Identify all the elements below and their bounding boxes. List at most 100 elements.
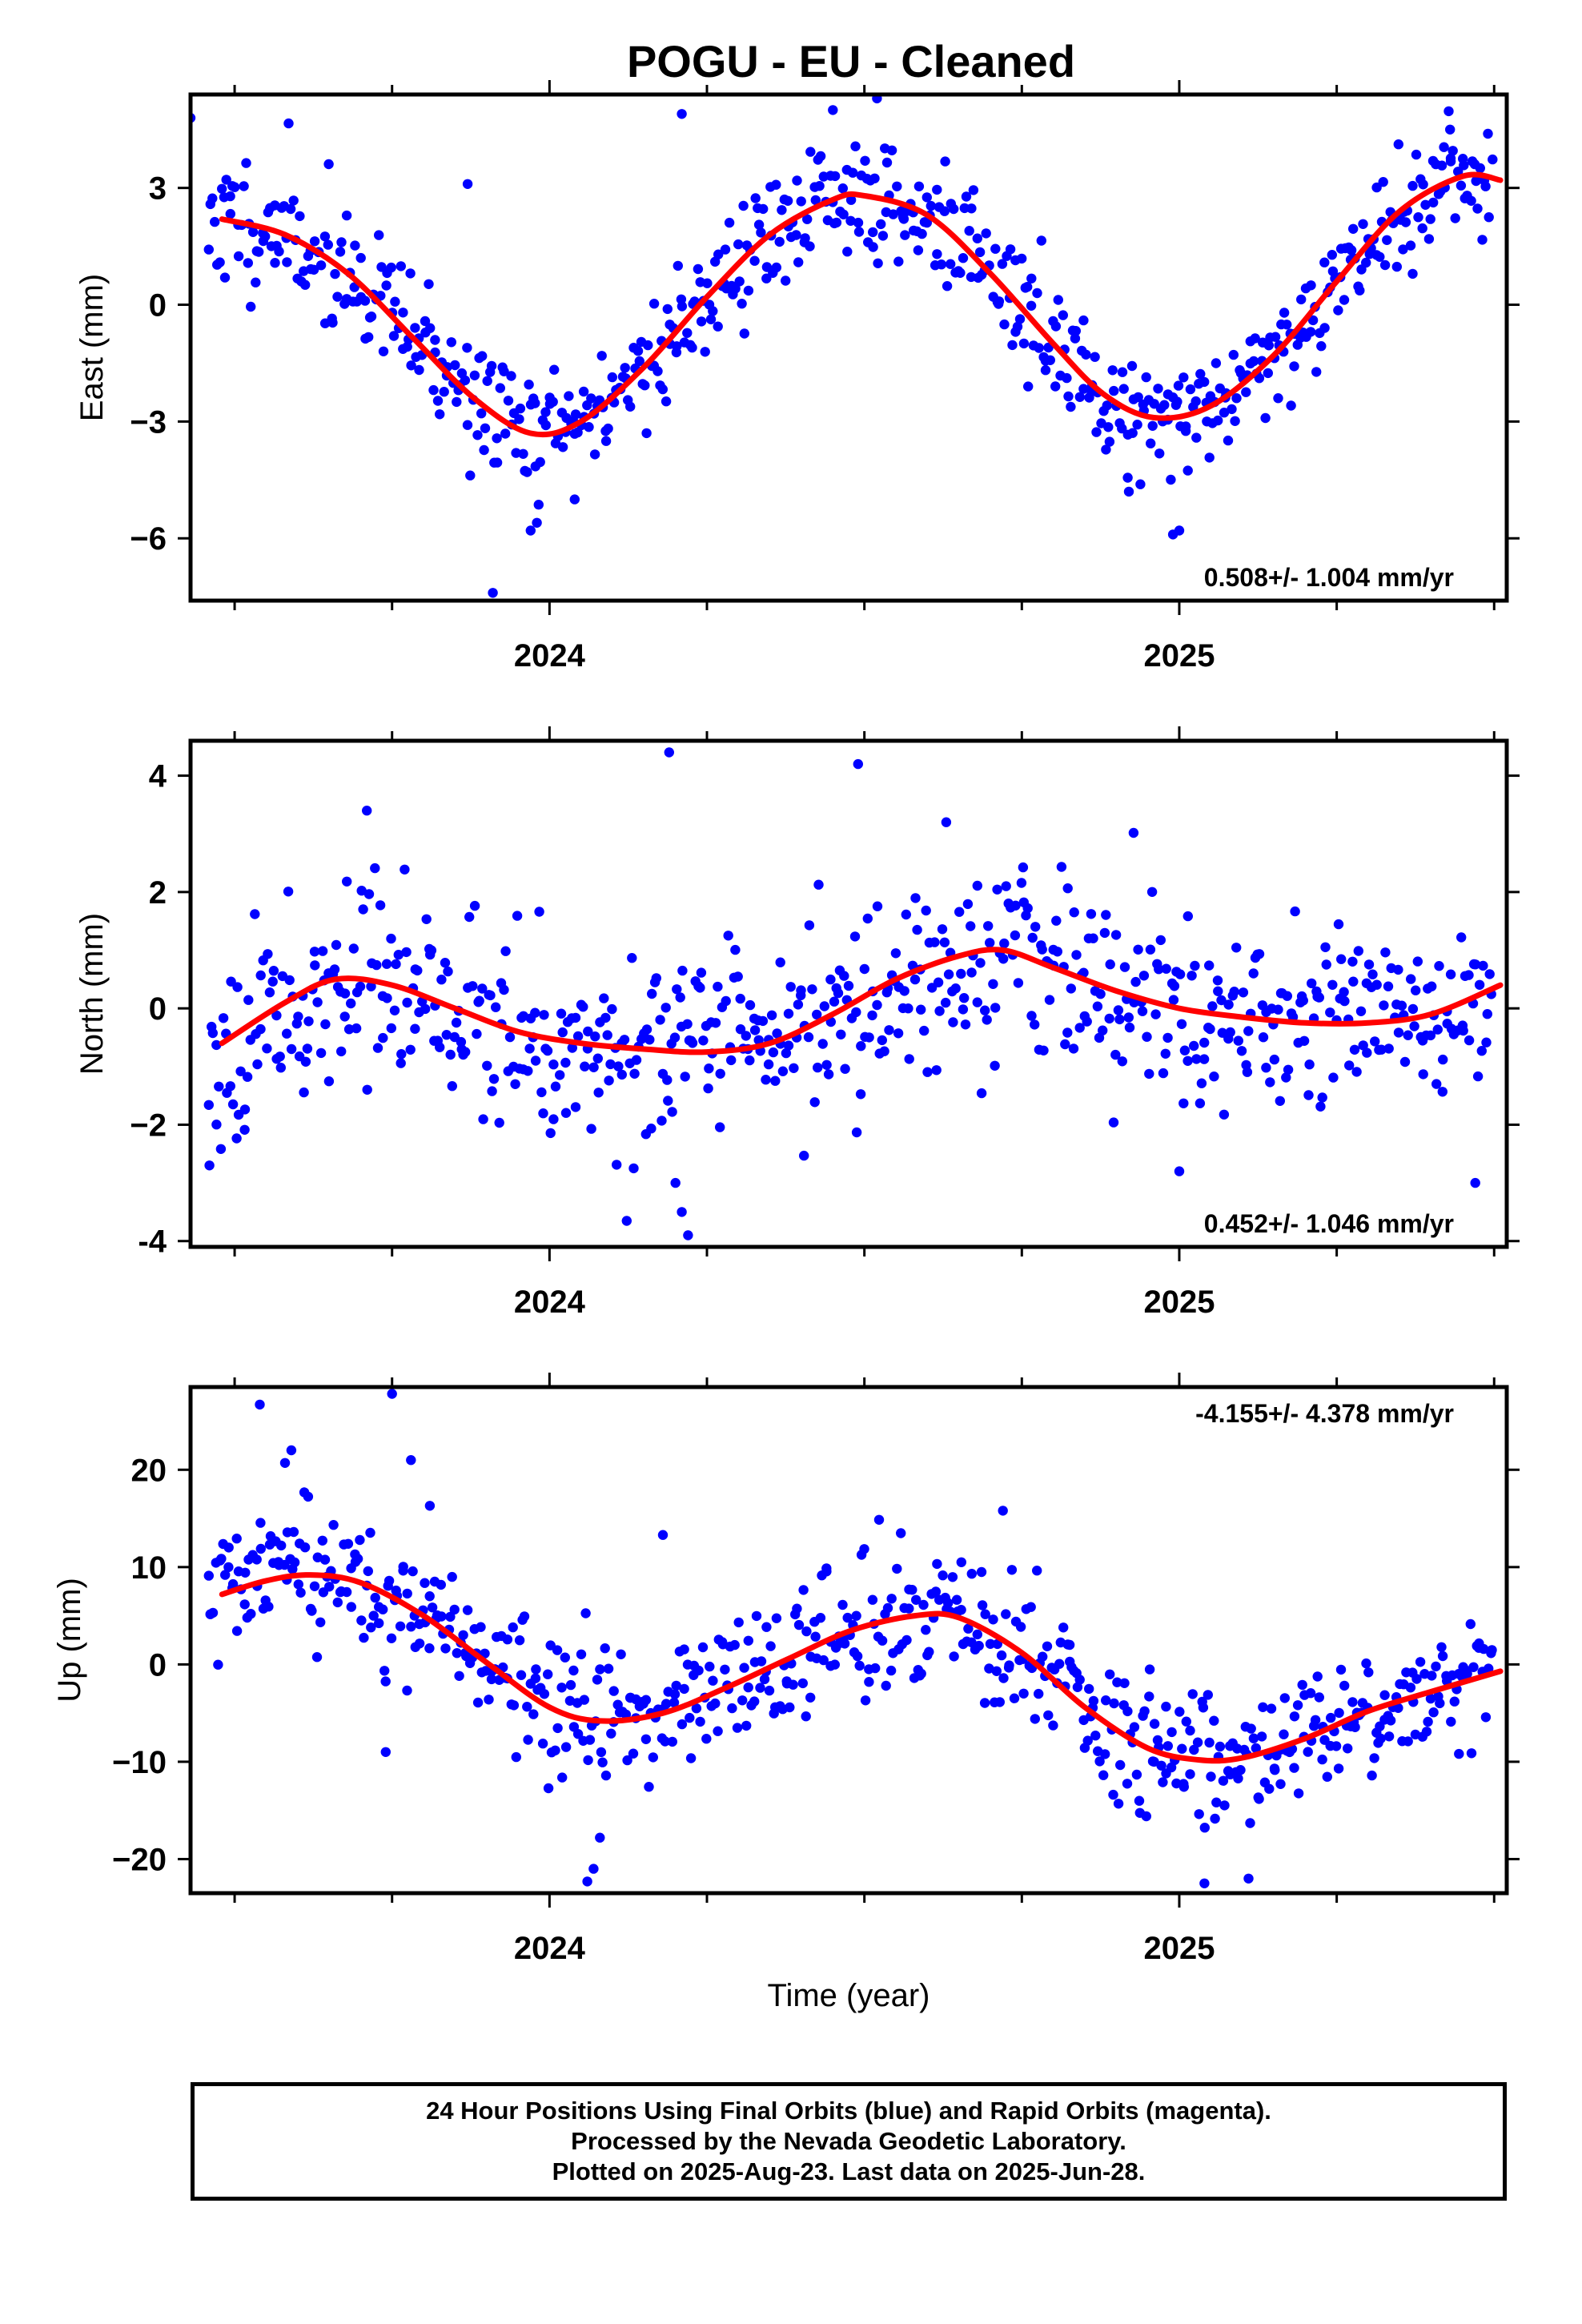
east-point [452, 396, 462, 408]
up-point [667, 1736, 677, 1747]
up-point [705, 1661, 715, 1672]
north-point [351, 1023, 362, 1034]
up-point [732, 1723, 743, 1733]
up-point [1015, 1622, 1026, 1632]
north-point [1110, 1049, 1121, 1060]
east-point [1307, 315, 1319, 326]
up-point [852, 1651, 863, 1662]
up-point [370, 1592, 380, 1603]
north-point [538, 1108, 548, 1119]
north-point [901, 909, 912, 920]
up-point [1256, 1731, 1267, 1742]
east-point [1358, 219, 1368, 229]
east-point [739, 328, 749, 339]
up-point [458, 1630, 468, 1640]
east-point [414, 364, 424, 376]
north-point [214, 1081, 224, 1092]
north-point [934, 1006, 945, 1016]
up-point [1379, 1690, 1390, 1700]
north-point [1474, 979, 1485, 991]
up-point [1199, 1823, 1211, 1833]
north-point [789, 1063, 799, 1074]
up-point [991, 1666, 1002, 1676]
north-point [239, 1104, 251, 1115]
north-point [899, 986, 909, 996]
up-point [1270, 1765, 1280, 1775]
north-point [1456, 932, 1467, 943]
north-point [829, 996, 840, 1007]
north-point [1095, 989, 1106, 999]
up-point [352, 1554, 363, 1564]
up-point [1248, 1733, 1259, 1743]
east-point [488, 588, 498, 598]
north-point [1472, 1071, 1484, 1082]
north-point [1062, 1027, 1073, 1038]
north-point [813, 1062, 823, 1073]
east-point [1204, 452, 1215, 463]
east-point [420, 316, 431, 327]
east-point [1219, 408, 1230, 418]
east-data-points [191, 94, 1498, 598]
north-point [799, 1150, 809, 1161]
north-point [239, 1124, 250, 1136]
north-point [1399, 1056, 1411, 1068]
up-point [519, 1611, 530, 1622]
up-point [1468, 1662, 1479, 1672]
north-point [293, 1011, 303, 1022]
north-point [336, 1046, 347, 1057]
up-point [424, 1591, 435, 1602]
east-point [300, 279, 311, 290]
east-point [1477, 235, 1488, 245]
up-point [1185, 1725, 1195, 1736]
north-point [346, 998, 356, 1009]
east-point [1250, 333, 1260, 344]
up-point [648, 1752, 658, 1763]
north-point [1209, 1072, 1219, 1082]
up-point [309, 1581, 320, 1592]
north-point [441, 1030, 452, 1040]
east-point [771, 262, 781, 273]
up-fit-curve [219, 1572, 1504, 1764]
up-point [1339, 1680, 1350, 1691]
up-point [445, 1611, 456, 1622]
up-point [837, 1599, 848, 1610]
up-point [839, 1638, 850, 1649]
up-point [1334, 1707, 1344, 1719]
up-point [279, 1458, 291, 1469]
east-point [845, 215, 856, 226]
east-point [700, 347, 710, 357]
east-point [1311, 367, 1322, 377]
north-point [715, 1122, 725, 1132]
up-point [560, 1652, 570, 1663]
up-point [472, 1697, 484, 1708]
up-point [550, 1745, 560, 1755]
up-point [996, 1650, 1007, 1661]
east-point [1282, 320, 1292, 330]
up-point [1112, 1677, 1122, 1687]
north-point [1154, 964, 1164, 975]
up-point [660, 1736, 670, 1747]
up-point [557, 1772, 568, 1783]
east-point [1122, 472, 1133, 483]
east-point [251, 277, 261, 287]
east-point [661, 396, 672, 407]
east-point [738, 200, 749, 211]
north-point [580, 1061, 590, 1072]
east-point [1420, 199, 1431, 210]
up-point [1246, 1723, 1256, 1734]
north-point [1425, 1030, 1436, 1041]
east-point [283, 118, 294, 129]
north-point [1082, 1016, 1092, 1027]
up-point [1369, 1753, 1379, 1763]
east-point [1254, 373, 1265, 384]
north-point [1339, 995, 1350, 1007]
up-point [873, 1514, 885, 1526]
up-point [1292, 1700, 1303, 1711]
east-point [737, 299, 747, 309]
up-point [1431, 1661, 1441, 1672]
east-point [406, 360, 416, 371]
north-point [555, 1070, 565, 1080]
up-point [792, 1603, 802, 1614]
north-point [785, 982, 796, 992]
